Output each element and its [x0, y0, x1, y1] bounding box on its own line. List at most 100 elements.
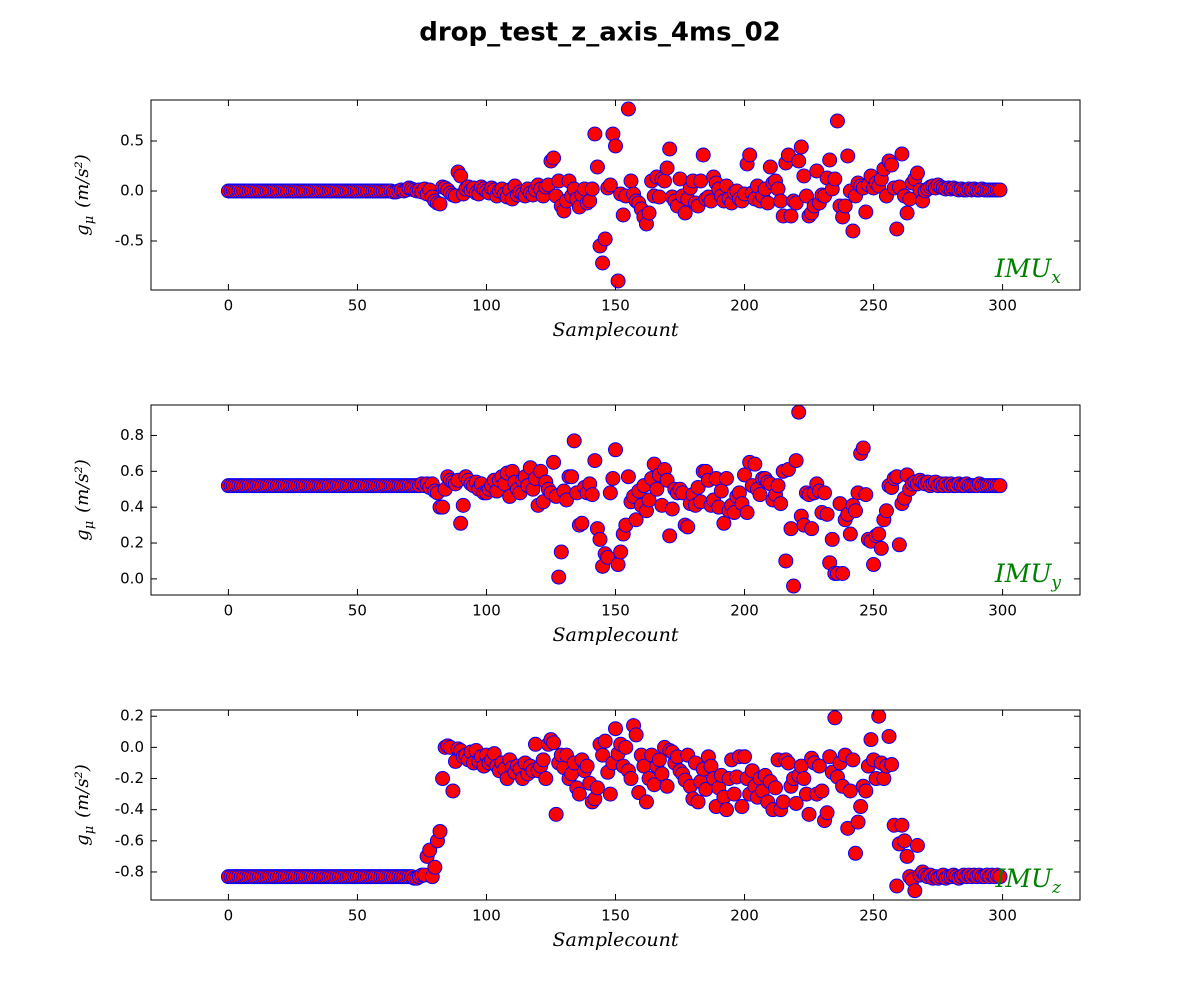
- subplot: 0 50 100 150 200 250 300 -0.5 0.0 0.5 Samplecount g…: [72, 99, 1081, 341]
- data-point: [804, 521, 820, 537]
- y-tick-label: 0.6: [120, 462, 144, 480]
- x-tick-label: 0: [224, 602, 234, 620]
- y-label-subscript: μ: [82, 521, 97, 529]
- data-point: [528, 736, 544, 752]
- data-point: [584, 487, 600, 503]
- x-tick-label: 100: [472, 907, 501, 925]
- data-point: [992, 869, 1008, 885]
- data-point: [866, 557, 882, 573]
- data-point: [773, 496, 789, 512]
- data-point: [726, 786, 742, 802]
- data-point: [734, 799, 750, 815]
- data-point: [884, 157, 900, 173]
- x-tick-label: 50: [348, 602, 367, 620]
- points: [220, 405, 1008, 594]
- data-point: [796, 771, 812, 787]
- data-point: [618, 739, 634, 755]
- data-point: [894, 146, 910, 162]
- data-point: [786, 578, 802, 594]
- data-point: [651, 189, 667, 205]
- data-point: [453, 168, 469, 184]
- x-tick-label: 100: [472, 297, 501, 315]
- data-point: [819, 805, 835, 821]
- data-point: [432, 823, 448, 839]
- data-point: [546, 454, 562, 470]
- data-point: [641, 205, 657, 221]
- x-axis-label: Samplecount: [552, 319, 678, 341]
- data-point: [809, 163, 825, 179]
- annotation-subscript: y: [1050, 573, 1061, 593]
- annotation-subscript: x: [1051, 268, 1061, 288]
- x-tick-label: 0: [224, 297, 234, 315]
- data-point: [718, 802, 734, 818]
- annotation-text: IMU: [994, 254, 1052, 283]
- data-point: [659, 778, 675, 794]
- data-point: [899, 205, 915, 221]
- data-point: [455, 497, 471, 513]
- data-point: [858, 783, 874, 799]
- data-point: [814, 783, 830, 799]
- annotation: IMUx: [994, 254, 1062, 288]
- x-tick-label: 300: [988, 907, 1017, 925]
- y-tick-label: -0.6: [115, 831, 144, 849]
- data-point: [819, 506, 835, 522]
- x-tick-label: 250: [859, 907, 888, 925]
- data-point: [737, 749, 753, 765]
- y-tick-label: -0.2: [115, 769, 144, 787]
- data-point: [584, 181, 600, 197]
- data-point: [824, 531, 840, 547]
- data-point: [662, 141, 678, 157]
- data-point: [829, 113, 845, 129]
- data-point: [548, 806, 564, 822]
- data-point: [445, 783, 461, 799]
- y-label-unit: (m/s²): [72, 459, 93, 513]
- data-point: [791, 153, 807, 169]
- x-tick-label: 300: [988, 602, 1017, 620]
- data-point: [680, 519, 696, 535]
- data-point: [558, 492, 574, 508]
- data-point: [801, 806, 817, 822]
- data-point: [894, 817, 910, 833]
- data-point: [742, 147, 758, 163]
- data-point: [762, 159, 778, 175]
- y-tick-label: 0.8: [120, 426, 144, 444]
- data-point: [793, 139, 809, 155]
- data-point: [889, 878, 905, 894]
- data-point: [863, 732, 879, 748]
- data-point: [858, 204, 874, 220]
- data-point: [899, 848, 915, 864]
- data-point: [884, 757, 900, 773]
- x-tick-label: 200: [730, 297, 759, 315]
- annotation: IMUz: [994, 864, 1062, 898]
- y-label-subscript: μ: [82, 216, 97, 224]
- x-tick-label: 50: [348, 297, 367, 315]
- data-point: [817, 485, 833, 501]
- annotation-subscript: z: [1051, 878, 1062, 898]
- data-point: [822, 152, 838, 168]
- data-point: [566, 433, 582, 449]
- subplot: 0 50 100 150 200 250 300 0.0 0.2 0.4 0.6 0.8 Samplec…: [72, 404, 1081, 646]
- subplot: 0 50 100 150 200 250 300 -0.8 -0.6 -0.4 -0.2 0.0 0.2…: [72, 707, 1081, 951]
- x-tick-label: 200: [730, 907, 759, 925]
- y-axis-label: gμ (m/s²): [72, 459, 97, 541]
- data-point: [649, 481, 665, 497]
- data-point: [589, 780, 605, 796]
- data-point: [845, 752, 861, 768]
- y-label-symbol: g: [72, 529, 93, 541]
- data-point: [602, 485, 618, 501]
- y-tick-label: 0.0: [120, 738, 144, 756]
- y-label-symbol: g: [72, 224, 93, 236]
- data-point: [811, 758, 827, 774]
- x-tick-label: 150: [601, 297, 630, 315]
- x-axis-label: Samplecount: [552, 929, 678, 951]
- data-point: [783, 521, 799, 537]
- x-tick-label: 200: [730, 602, 759, 620]
- data-point: [747, 456, 763, 472]
- data-point: [608, 442, 623, 458]
- data-point: [835, 565, 851, 581]
- x-tick-label: 50: [348, 907, 367, 925]
- data-point: [535, 752, 551, 768]
- data-point: [587, 126, 603, 142]
- data-point: [602, 177, 618, 193]
